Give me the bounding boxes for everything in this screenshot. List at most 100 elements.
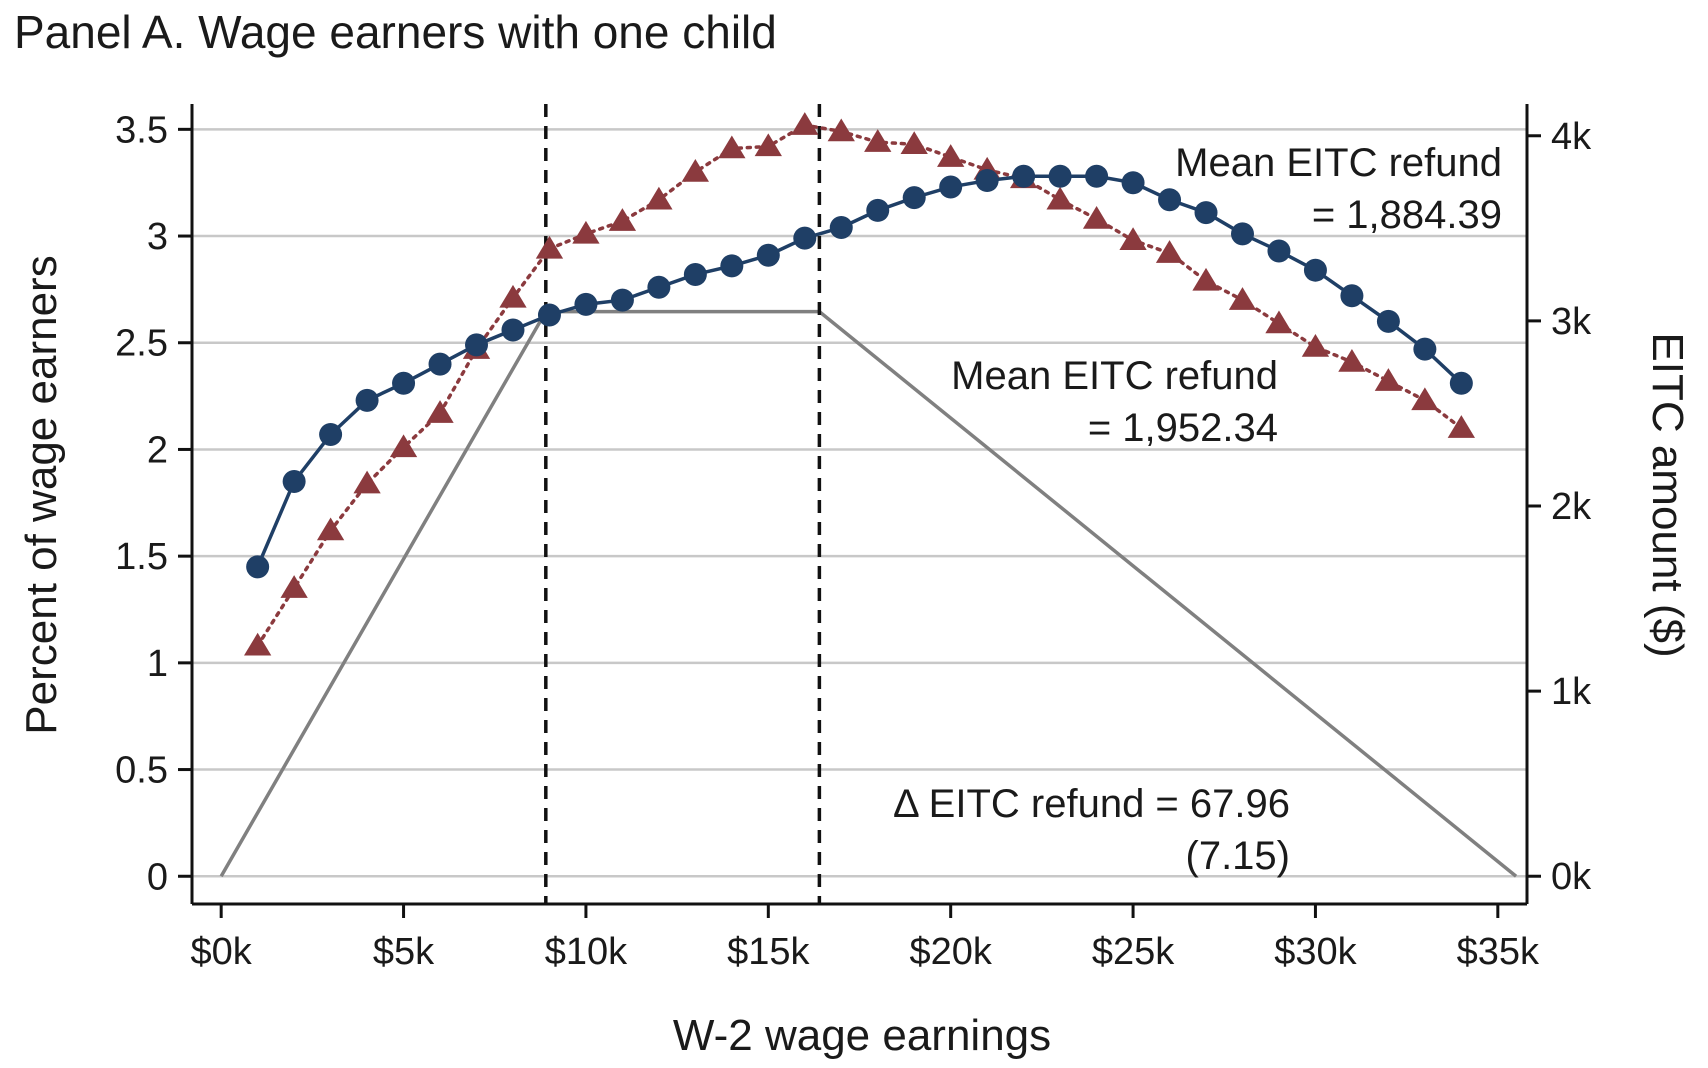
x-tick-label: $10k [545, 931, 628, 973]
circle-point [501, 318, 525, 342]
triangle-point [1411, 387, 1439, 411]
y2-tick-label: 2k [1551, 486, 1592, 528]
x-tick-label: $0k [191, 931, 253, 973]
annotation-delta-line: (7.15) [1186, 834, 1291, 878]
x-tick-label: $15k [727, 931, 810, 973]
circle-point [282, 469, 306, 493]
circle-point [647, 275, 671, 299]
y-tick-label: 1 [147, 643, 168, 685]
eitc-schedule-line [219, 309, 1518, 878]
series-layer [244, 112, 1475, 656]
triangle-point [499, 284, 527, 308]
y-tick-label: 2.5 [115, 323, 168, 365]
triangle-point [1374, 368, 1403, 391]
chart-title: Panel A. Wage earners with one child [14, 6, 777, 58]
circle-point [866, 198, 890, 222]
y-tick-label: 1.5 [115, 536, 168, 578]
triangle-point [244, 632, 272, 656]
x-tick-label: $5k [373, 931, 435, 973]
triangle-point [827, 118, 855, 142]
triangle-point [316, 517, 345, 541]
triangle-point [1447, 415, 1475, 438]
circle-point [1376, 309, 1400, 333]
circle-point [1158, 188, 1182, 212]
circle-point [1194, 201, 1218, 225]
y-tick-label: 3 [147, 216, 168, 258]
triangle-point [426, 400, 454, 423]
circle-point [355, 388, 379, 412]
triangle-point [1265, 310, 1293, 334]
circle-point [537, 303, 561, 327]
y-axis-title: Percent of wage earners [17, 255, 66, 734]
y2-tick-label: 1k [1551, 671, 1592, 713]
circle-point [1121, 171, 1145, 195]
triangle-point [1338, 348, 1366, 372]
circle-point [246, 555, 270, 579]
x-tick-label: $35k [1457, 931, 1540, 973]
annotation-refund-b-line: = 1,952.34 [1088, 406, 1278, 450]
y2-tick-label: 3k [1551, 301, 1592, 343]
triangle-point [645, 186, 673, 210]
triangle-point [681, 159, 710, 182]
circle-point [1449, 371, 1473, 395]
y2-tick-label: 0k [1551, 856, 1592, 898]
circle-point [720, 254, 744, 278]
circle-point [1340, 284, 1364, 308]
annotation-refund-a-line: Mean EITC refund [1175, 141, 1502, 185]
triangle-point [1046, 186, 1074, 210]
triangle-point [1301, 334, 1330, 357]
circle-point [574, 292, 598, 316]
triangle-point [864, 129, 892, 152]
triangle-point [791, 112, 819, 135]
triangle-point [1192, 267, 1220, 291]
circle-point [683, 262, 707, 286]
y-tick-label: 2 [147, 429, 168, 471]
x-tick-label: $25k [1092, 931, 1175, 973]
circle-point [428, 352, 452, 376]
circle-point [975, 169, 999, 193]
y-tick-label: 0 [147, 856, 168, 898]
triangle-point [754, 133, 782, 157]
triangle-point [937, 144, 965, 167]
circle-point [1413, 337, 1437, 361]
circle-point [902, 186, 926, 210]
axes: 0 0.5 1 1.5 2 2.5 3 3.5 0k 1k 2k 3k 4k $0k $5k $10k $15k… [115, 104, 1592, 973]
x-tick-label: $30k [1274, 931, 1357, 973]
circle-point [1085, 164, 1109, 188]
circle-point [319, 423, 343, 447]
circle-point [1230, 222, 1254, 246]
triangle-point [900, 131, 928, 155]
circle-point [392, 371, 416, 395]
annotation-refund-b-line: Mean EITC refund [951, 354, 1278, 398]
x-axis-title: W-2 wage earnings [673, 1011, 1051, 1060]
y-tick-label: 3.5 [115, 109, 168, 151]
triangle-point [572, 220, 600, 244]
circle-series-line [256, 174, 1463, 568]
circle-point [1048, 164, 1072, 188]
vertical-reference-lines [544, 104, 822, 904]
circle-point [939, 175, 963, 199]
annotations: Mean EITC refund = 1,884.39 Mean EITC refu… [893, 141, 1502, 878]
triangle-point [1155, 240, 1184, 263]
y2-tick-label: 4k [1551, 116, 1592, 158]
circle-point [793, 226, 817, 250]
triangle-point [389, 434, 418, 458]
annotation-delta-line: Δ EITC refund = 67.96 [893, 782, 1290, 826]
triangle-series-line [255, 123, 1464, 648]
triangle-point [718, 135, 746, 159]
triangle-point [353, 470, 381, 494]
annotation-refund-a-line: = 1,884.39 [1312, 193, 1502, 237]
circle-point [1267, 239, 1291, 263]
circle-point [756, 243, 780, 267]
circle-point [465, 333, 489, 357]
y-tick-label: 0.5 [115, 750, 168, 792]
triangle-point [535, 235, 564, 259]
circle-point [829, 216, 853, 240]
triangle-point [1082, 205, 1111, 229]
eitc-schedule-layer [219, 309, 1518, 878]
triangle-point [608, 208, 637, 231]
x-tick-label: $20k [909, 931, 992, 973]
gridlines [192, 128, 1527, 878]
triangle-point [1119, 227, 1147, 251]
